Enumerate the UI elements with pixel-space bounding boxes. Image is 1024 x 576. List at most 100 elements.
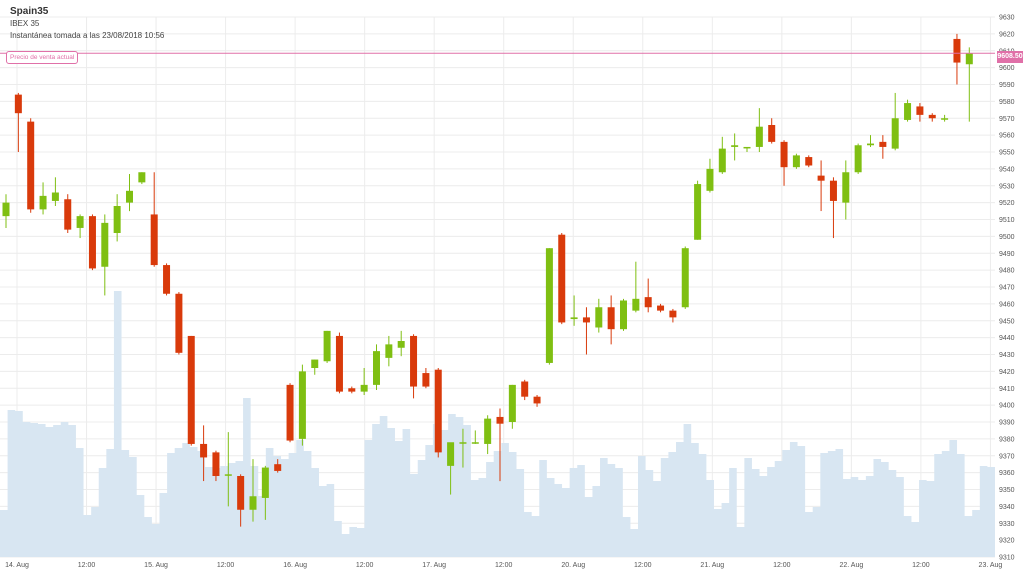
candle-body [928,114,936,119]
x-tick-label: 12:00 [217,562,235,569]
candle-body [842,172,850,203]
candle-body [101,222,109,267]
candle-body [200,443,208,458]
candle-body [731,145,739,147]
candle-body [88,216,96,269]
x-tick-label: 22. Aug [839,562,863,569]
candle-body [953,38,961,63]
candle [928,113,936,122]
candle [14,92,22,152]
candle-body [768,125,776,142]
candle [521,379,529,401]
candle [644,278,652,313]
candle-body [805,157,813,166]
candle-body [570,317,578,320]
x-tick-label: 12:00 [912,562,930,569]
candle [64,194,72,233]
candle-body [867,143,874,146]
candle-body [126,190,133,203]
candle-body [854,145,862,173]
candle [76,214,84,239]
candle-body [817,175,825,181]
snapshot-timestamp: Instantánea tomada a las 23/08/2018 10:5… [10,31,165,40]
candle [298,364,306,446]
candle-body [298,371,306,439]
candle [694,180,702,240]
candle [731,133,739,161]
candle [916,103,924,122]
candle-body [410,335,418,387]
y-tick-label: 9470 [999,285,1015,292]
candle-body [755,126,763,147]
candle-body [891,118,899,149]
y-tick-label: 9460 [999,301,1015,308]
y-tick-label: 9330 [999,521,1015,528]
candle-body [212,452,220,476]
candle [447,442,455,495]
candle [595,298,603,333]
candle-body [113,206,121,233]
candle [39,182,47,215]
y-tick-label: 9360 [999,470,1015,477]
y-tick-label: 9480 [999,268,1015,275]
candle [508,384,516,429]
candle-body [829,180,837,201]
y-tick-label: 9380 [999,436,1015,443]
candle [854,143,862,174]
candle-body [484,418,492,444]
candle-body [780,141,788,168]
candle-body [718,148,726,173]
candle-body [607,307,615,330]
candle [163,263,171,296]
candle [657,303,665,313]
y-tick-label: 9420 [999,369,1015,376]
candle [422,368,430,389]
candle [941,114,949,122]
candle [397,330,405,357]
y-tick-label: 9590 [999,82,1015,89]
candle-body [249,496,257,510]
candle [718,136,726,174]
candle-body [14,94,22,114]
candle-body [904,103,912,120]
volume-series [0,291,995,557]
candle [533,395,541,407]
y-tick-label: 9560 [999,133,1015,140]
y-tick-label: 9430 [999,352,1015,359]
candle [335,332,343,394]
candle-body [286,384,294,441]
y-tick-label: 9320 [999,538,1015,545]
candle [138,172,146,185]
candle-body [632,298,640,311]
candle [261,465,269,520]
y-tick-label: 9340 [999,504,1015,511]
candle-body [792,155,800,168]
y-tick-label: 9350 [999,487,1015,494]
candle [792,153,800,169]
candle-body [261,467,269,498]
candle-body [471,442,479,444]
candle [410,334,418,399]
candle [88,214,96,271]
candle-body [64,199,72,230]
candle-body [916,106,924,115]
candle [459,428,467,468]
current-sell-price-label: Precio de venta actual [6,51,79,64]
candle-body [323,330,331,362]
candle-body [434,369,442,453]
candle [817,160,825,212]
candle-body [311,359,319,368]
candle-body [175,293,183,353]
candle-body [224,474,232,476]
candle [743,146,751,152]
x-tick-label: 12:00 [495,562,513,569]
candle [965,47,973,122]
x-tick-label: 20. Aug [561,562,585,569]
candle-body [76,216,84,228]
candle [434,368,442,458]
candle-body [644,297,652,308]
candle-body [669,310,677,318]
y-tick-label: 9510 [999,217,1015,224]
symbol-title: Spain35 [10,6,49,17]
